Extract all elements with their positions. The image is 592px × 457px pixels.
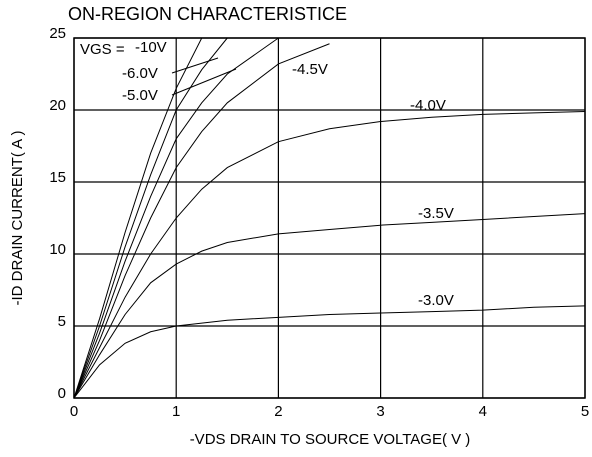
curve-label: -4.0V — [410, 97, 446, 114]
x-tick-label: 4 — [479, 403, 487, 420]
y-tick-label: 0 — [58, 385, 66, 402]
curve — [73, 43, 330, 399]
curve — [73, 110, 586, 399]
y-tick-label: 5 — [58, 313, 66, 330]
x-tick-label: 2 — [274, 403, 282, 420]
curve-label: -3.0V — [418, 292, 454, 309]
chart-title: ON-REGION CHARACTERISTICE — [68, 4, 347, 24]
y-tick-label: 15 — [49, 169, 66, 186]
leader-line — [171, 68, 237, 96]
curve-label: -5.0V — [122, 87, 158, 104]
x-tick-label: 3 — [376, 403, 384, 420]
y-tick-label: 20 — [49, 97, 66, 114]
curve-label: -10V — [135, 39, 167, 56]
x-axis-label: -VDS DRAIN TO SOURCE VOLTAGE( V ) — [190, 431, 471, 448]
y-tick-label: 25 — [49, 25, 66, 42]
curve — [73, 37, 228, 399]
leader-line — [171, 57, 219, 74]
x-tick-label: 0 — [70, 403, 78, 420]
y-tick-label: 10 — [49, 241, 66, 258]
curve — [73, 305, 586, 399]
annotation: VGS = — [80, 41, 125, 58]
curve-label: -4.5V — [292, 61, 328, 78]
x-tick-label: 1 — [172, 403, 180, 420]
curve-label: -3.5V — [418, 205, 454, 222]
y-axis-label: -ID DRAIN CURRENT( A ) — [9, 130, 26, 305]
curve — [73, 37, 279, 399]
curve — [73, 37, 203, 399]
curve-label: -6.0V — [122, 65, 158, 82]
curve — [73, 213, 586, 399]
x-tick-label: 5 — [581, 403, 589, 420]
